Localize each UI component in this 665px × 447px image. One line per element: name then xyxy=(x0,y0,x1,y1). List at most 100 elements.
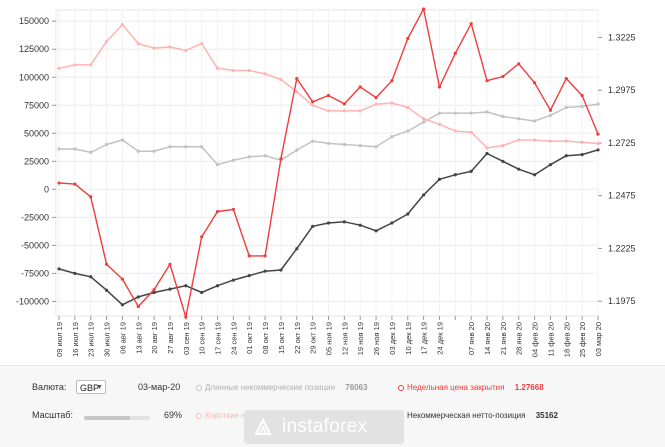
legend-close[interactable]: Недельная цена закрытия 1.27668 xyxy=(398,383,544,392)
data-point-net-position xyxy=(104,288,109,292)
data-point-long-positions xyxy=(152,149,156,153)
data-point-weekly-close xyxy=(532,81,537,85)
data-point-weekly-close xyxy=(104,262,109,266)
data-point-weekly-close xyxy=(168,262,172,266)
left-tick-label: 0 xyxy=(44,184,49,194)
legend-long-label: Длинные некоммерческие позиции xyxy=(205,383,336,392)
instaforex-logo-icon xyxy=(254,417,272,435)
legend-net[interactable]: Некоммерческая нетто-позиция 35162 xyxy=(398,411,558,420)
data-point-short-positions xyxy=(231,68,235,73)
data-point-long-positions xyxy=(184,145,188,149)
data-point-net-position xyxy=(184,284,188,288)
data-point-short-positions xyxy=(374,102,378,106)
data-point-long-positions xyxy=(136,149,140,153)
data-point-net-position xyxy=(263,269,267,273)
right-tick-label: 1.2475 xyxy=(608,191,636,201)
data-point-long-positions xyxy=(57,147,61,151)
data-point-long-positions xyxy=(469,111,473,115)
x-tick-label: 28 янв 20 xyxy=(515,322,524,355)
x-tick-label: 21 янв 20 xyxy=(499,322,508,355)
x-tick-label: 09 июл 19 xyxy=(55,322,64,357)
legend-short-marker xyxy=(196,412,202,419)
x-tick-label: 03 сен 19 xyxy=(182,322,191,355)
data-point-long-positions xyxy=(263,154,267,158)
data-point-long-positions xyxy=(548,113,553,117)
data-point-net-position xyxy=(453,173,457,177)
data-point-short-positions xyxy=(437,122,442,126)
data-point-long-positions xyxy=(231,158,235,162)
data-point-net-position xyxy=(152,290,156,295)
data-point-weekly-close xyxy=(358,85,362,89)
left-tick-label: -25000 xyxy=(21,212,49,222)
right-tick-label: 1.2725 xyxy=(608,138,636,148)
data-point-net-position xyxy=(437,177,442,181)
data-point-long-positions xyxy=(168,145,172,149)
data-point-weekly-close xyxy=(200,235,204,239)
watermark-text: instaforex xyxy=(282,416,368,437)
left-tick-label: 50000 xyxy=(24,128,49,138)
scale-slider-fill xyxy=(84,416,130,420)
x-tick-label: 05 ноя 19 xyxy=(325,322,334,355)
data-point-net-position xyxy=(390,221,394,225)
x-tick-label: 22 окт 19 xyxy=(293,322,302,354)
data-point-short-positions xyxy=(120,22,125,27)
currency-select[interactable]: GBP ▼ xyxy=(76,380,106,394)
data-point-long-positions xyxy=(485,110,489,114)
x-tick-label: 18 фев 20 xyxy=(562,322,571,357)
data-point-net-position xyxy=(485,151,489,156)
x-tick-label: 26 ноя 19 xyxy=(372,322,381,355)
x-tick-label: 20 авг 19 xyxy=(150,322,159,354)
currency-value: GBP xyxy=(80,383,100,393)
data-point-short-positions xyxy=(564,139,568,143)
x-tick-label: 10 дек 19 xyxy=(404,322,413,355)
x-tick-label: 12 ноя 19 xyxy=(340,322,349,355)
legend-net-label: Некоммерческая нетто-позиция xyxy=(407,411,526,420)
x-tick-label: 14 янв 20 xyxy=(483,322,492,355)
data-point-short-positions xyxy=(390,101,394,105)
x-tick-label: 06 авг 19 xyxy=(118,322,127,354)
x-tick-label: 25 фев 20 xyxy=(578,322,587,357)
x-tick-label: 11 фев 20 xyxy=(546,322,555,357)
data-point-net-position xyxy=(136,295,140,299)
data-point-weekly-close xyxy=(263,254,267,258)
legend-net-value: 35162 xyxy=(535,411,558,420)
data-point-short-positions xyxy=(279,77,283,82)
data-point-weekly-close xyxy=(406,36,410,41)
x-tick-label: 17 дек 19 xyxy=(420,322,429,355)
data-point-net-position xyxy=(73,271,77,276)
data-point-weekly-close xyxy=(231,207,235,212)
data-point-long-positions xyxy=(437,111,442,115)
data-point-net-position xyxy=(311,224,315,228)
data-point-net-position xyxy=(342,220,346,224)
legend-long[interactable]: Длинные некоммерческие позиции 76063 xyxy=(196,383,368,392)
data-point-net-position xyxy=(469,169,473,174)
data-point-weekly-close xyxy=(453,51,457,55)
data-point-net-position xyxy=(168,287,172,291)
x-tick-label: 29 окт 19 xyxy=(309,322,318,354)
x-tick-label: 23 июл 19 xyxy=(87,322,96,357)
cot-chart: 150000 125000 100000 75000 50000 25000 0 -25000… xyxy=(16,7,636,357)
scale-slider[interactable] xyxy=(84,416,150,420)
x-tick-label: 10 сен 19 xyxy=(198,322,207,355)
data-point-net-position xyxy=(517,167,521,171)
data-point-long-positions xyxy=(517,117,521,121)
data-point-weekly-close xyxy=(596,132,600,136)
data-point-net-position xyxy=(564,154,568,158)
data-point-weekly-close xyxy=(120,277,125,281)
data-point-weekly-close xyxy=(422,7,426,11)
chevron-down-icon: ▼ xyxy=(96,384,103,391)
x-tick-label: 19 ноя 19 xyxy=(356,322,365,355)
data-point-short-positions xyxy=(104,39,109,43)
data-point-long-positions xyxy=(532,119,537,123)
scale-value: 69% xyxy=(164,410,183,420)
data-point-short-positions xyxy=(517,138,521,142)
x-tick-label: 24 дек 19 xyxy=(435,322,444,355)
data-point-weekly-close xyxy=(485,79,489,83)
data-point-weekly-close xyxy=(295,76,299,81)
data-point-weekly-close xyxy=(374,95,378,100)
data-point-net-position xyxy=(580,152,584,157)
data-point-weekly-close xyxy=(311,100,315,104)
data-point-weekly-close xyxy=(580,93,584,98)
data-point-short-positions xyxy=(580,140,584,144)
data-point-short-positions xyxy=(89,63,93,67)
